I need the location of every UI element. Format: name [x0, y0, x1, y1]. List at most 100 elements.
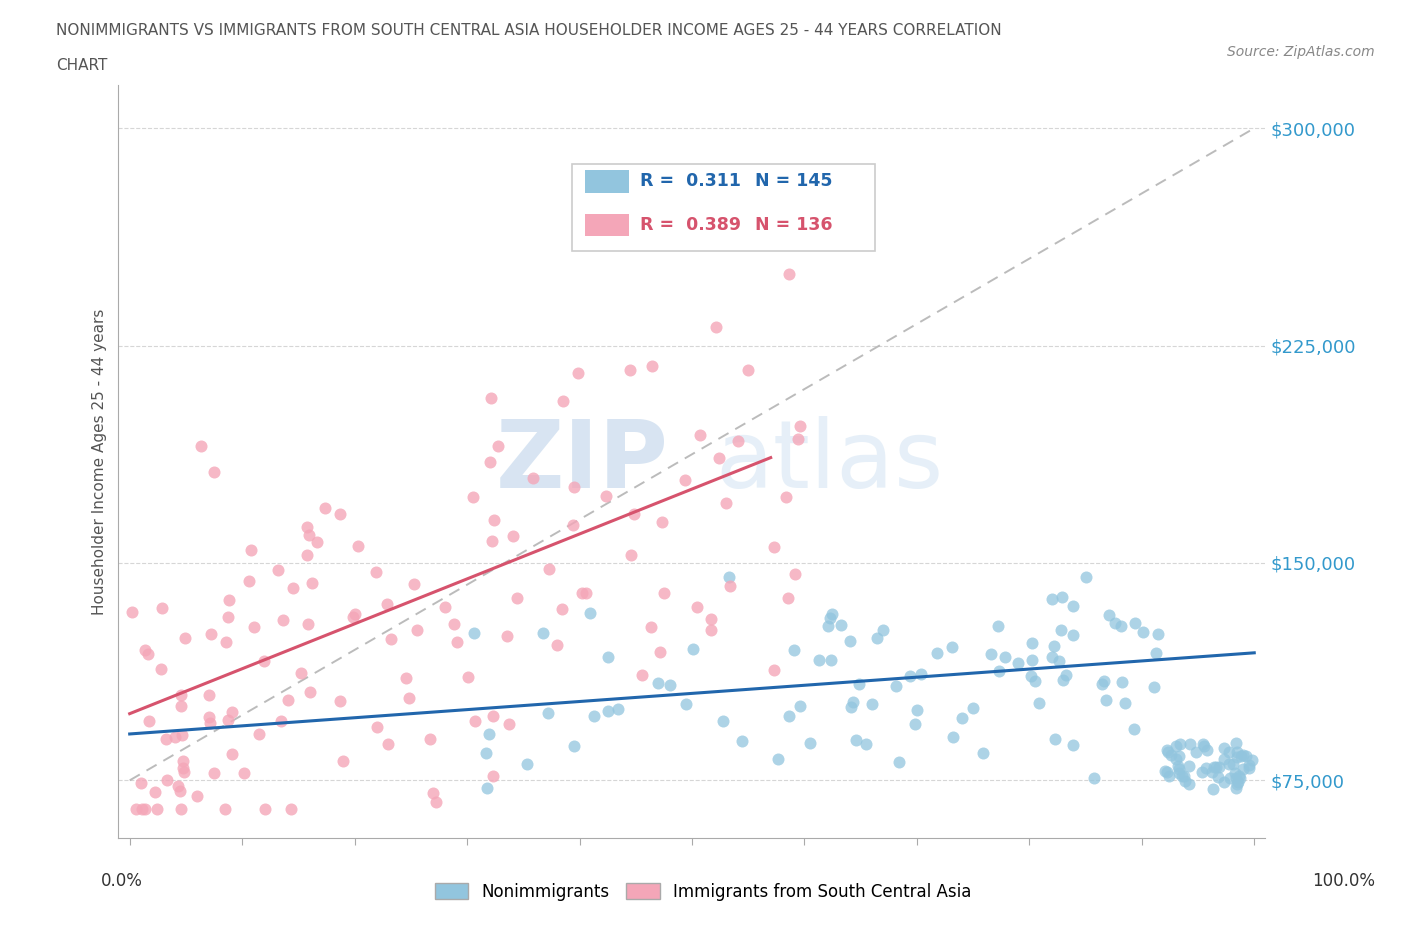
Point — [689, 427, 711, 442]
Point — [648, 644, 671, 659]
Point — [1156, 764, 1178, 779]
Point — [1178, 758, 1201, 773]
Point — [1028, 696, 1050, 711]
Point — [419, 732, 441, 747]
Point — [1208, 760, 1230, 775]
Point — [562, 480, 585, 495]
Point — [221, 746, 243, 761]
Point — [762, 663, 785, 678]
Point — [1095, 693, 1118, 708]
Point — [820, 653, 842, 668]
Point — [872, 622, 894, 637]
Point — [1206, 770, 1229, 785]
Point — [1226, 777, 1249, 791]
Point — [778, 709, 800, 724]
Point — [910, 667, 932, 682]
Point — [190, 438, 212, 453]
Point — [1222, 757, 1244, 772]
Point — [1091, 676, 1114, 691]
Point — [1062, 737, 1084, 752]
Point — [474, 745, 496, 760]
Point — [121, 604, 143, 619]
Point — [200, 715, 222, 730]
Point — [1062, 628, 1084, 643]
Point — [482, 768, 505, 783]
Point — [1192, 738, 1215, 753]
Point — [717, 570, 740, 585]
Point — [1114, 696, 1136, 711]
Point — [1157, 745, 1180, 760]
Point — [463, 626, 485, 641]
Point — [546, 637, 568, 652]
Point — [167, 779, 190, 794]
Point — [406, 622, 429, 637]
Point — [446, 634, 468, 649]
Point — [700, 623, 723, 638]
Point — [342, 609, 364, 624]
Point — [623, 507, 645, 522]
Point — [1123, 722, 1146, 737]
Point — [537, 706, 560, 721]
Point — [640, 620, 662, 635]
Point — [163, 730, 186, 745]
Point — [652, 586, 675, 601]
Point — [551, 394, 574, 409]
Point — [402, 577, 425, 591]
Point — [766, 752, 789, 767]
Point — [807, 653, 830, 668]
Point — [1225, 780, 1247, 795]
Point — [848, 676, 870, 691]
Point — [280, 802, 302, 817]
Point — [1062, 598, 1084, 613]
Point — [496, 628, 519, 643]
Point — [776, 591, 799, 605]
Point — [1098, 607, 1121, 622]
Point — [707, 450, 730, 465]
Point — [238, 574, 260, 589]
Point — [941, 640, 963, 655]
Text: ZIP: ZIP — [496, 416, 669, 508]
Point — [481, 709, 503, 724]
Point — [380, 631, 402, 646]
Point — [596, 704, 619, 719]
Point — [297, 617, 319, 631]
Point — [1171, 769, 1194, 784]
Point — [498, 717, 520, 732]
Point — [131, 802, 153, 817]
Point — [461, 489, 484, 504]
Point — [718, 578, 741, 593]
Point — [1191, 737, 1213, 751]
Text: N = 145: N = 145 — [755, 172, 832, 191]
Point — [904, 717, 927, 732]
Point — [457, 670, 479, 684]
Point — [174, 631, 197, 645]
Point — [1143, 679, 1166, 694]
Point — [994, 649, 1017, 664]
Point — [217, 609, 239, 624]
Point — [270, 714, 292, 729]
Point — [1132, 624, 1154, 639]
Point — [1007, 656, 1029, 671]
Point — [817, 619, 839, 634]
Point — [972, 746, 994, 761]
Point — [1226, 744, 1249, 759]
Point — [686, 600, 709, 615]
Point — [218, 592, 240, 607]
Point — [1043, 638, 1066, 653]
Point — [398, 690, 420, 705]
Point — [1160, 748, 1182, 763]
Point — [1230, 749, 1253, 764]
Point — [607, 702, 630, 717]
Point — [1202, 759, 1225, 774]
Point — [727, 434, 749, 449]
Point — [783, 643, 806, 658]
Point — [898, 669, 921, 684]
Point — [839, 633, 862, 648]
Text: N = 136: N = 136 — [755, 216, 832, 234]
Point — [830, 618, 852, 633]
Text: 0.0%: 0.0% — [101, 872, 143, 890]
Point — [1234, 749, 1257, 764]
Point — [198, 710, 221, 724]
Point — [375, 596, 398, 611]
Point — [332, 753, 354, 768]
